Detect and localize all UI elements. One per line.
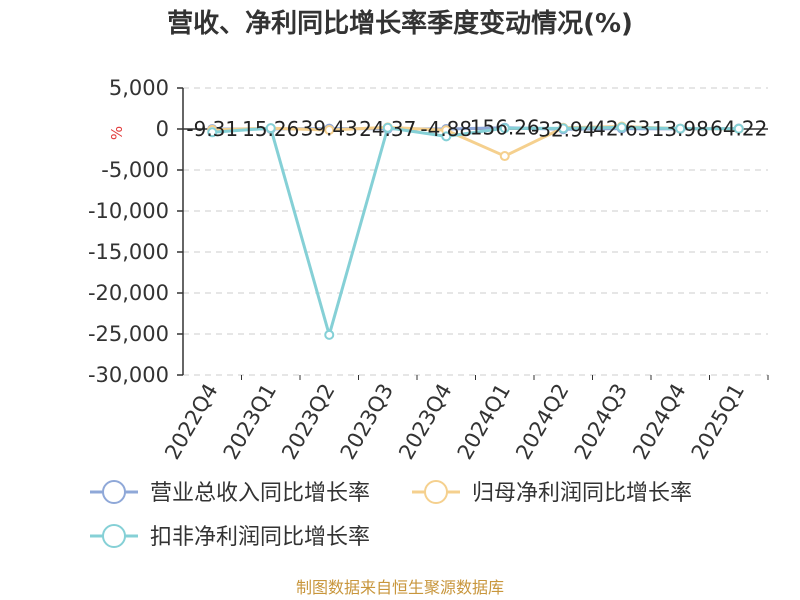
x-tick-label: 2024Q2 xyxy=(511,380,573,464)
data-label: 39.43 xyxy=(301,117,358,141)
legend-item[interactable]: 归母净利润同比增长率 xyxy=(412,480,692,506)
y-tick-label: -30,000 xyxy=(88,363,169,387)
y-tick-label: -10,000 xyxy=(88,199,169,223)
source-note: 制图数据来自恒生聚源数据库 xyxy=(296,578,504,597)
data-label: -9.31 xyxy=(186,117,238,141)
data-label: 24.37 xyxy=(359,117,416,141)
legend-item[interactable]: 营业总收入同比增长率 xyxy=(90,480,370,506)
x-tick-label: 2024Q1 xyxy=(453,380,515,464)
data-label: 64.22 xyxy=(710,116,767,140)
chart-title: 营收、净利同比增长率季度变动情况(%) xyxy=(167,8,633,39)
y-tick-label: -25,000 xyxy=(88,322,169,346)
x-tick-label: 2023Q2 xyxy=(277,380,339,464)
grid xyxy=(183,87,768,376)
data-label: 13.98 xyxy=(652,117,709,141)
x-tick-label: 2024Q4 xyxy=(628,380,690,464)
y-ticks: 5,000 0 -5,000 -10,000 -15,000 -20,000 -25,000… xyxy=(88,76,183,387)
series-point xyxy=(733,123,744,134)
x-tick-label: 2023Q4 xyxy=(394,380,456,464)
legend-marker xyxy=(102,480,126,504)
legend-marker xyxy=(102,524,126,548)
x-tick-label: 2022Q4 xyxy=(160,380,222,464)
data-label: 156.26 xyxy=(470,116,540,140)
series-point xyxy=(616,122,627,133)
data-labels: -9.31 15.26 39.43 24.37 -4.88156.26-32.9442.… xyxy=(186,116,767,142)
x-tick-label: 2023Q3 xyxy=(336,380,398,464)
series-point xyxy=(207,127,218,138)
series-point xyxy=(499,123,510,134)
legend-label: 扣非净利润同比增长率 xyxy=(150,525,370,550)
y-tick-label: 5,000 xyxy=(109,76,169,100)
series-point xyxy=(382,122,393,133)
y-tick-label: -15,000 xyxy=(88,240,169,264)
x-ticks: 2022Q42023Q12023Q22023Q32023Q42024Q12024… xyxy=(160,375,769,464)
data-label: 42.63 xyxy=(593,117,650,141)
series-point xyxy=(499,151,510,162)
y-tick-label: 0 xyxy=(156,117,169,141)
data-label: -4.88 xyxy=(420,117,472,141)
legend-marker xyxy=(424,480,448,504)
y-tick-label: -5,000 xyxy=(101,158,169,182)
x-tick-label: 2024Q3 xyxy=(570,380,632,464)
legend-label: 归母净利润同比增长率 xyxy=(472,481,692,506)
series-point xyxy=(558,123,569,134)
data-label: -32.94 xyxy=(531,117,595,141)
data-label: 15.26 xyxy=(242,117,299,141)
series-point xyxy=(324,329,335,340)
series-line xyxy=(212,125,739,337)
series-point xyxy=(265,123,276,134)
series-point xyxy=(441,131,452,142)
series-point xyxy=(675,123,686,134)
x-tick-label: 2023Q1 xyxy=(219,380,281,464)
series-group xyxy=(207,121,744,340)
legend-item[interactable]: 扣非净利润同比增长率 xyxy=(90,524,370,550)
y-tick-label: -20,000 xyxy=(88,281,169,305)
series-point xyxy=(324,124,335,135)
legend-label: 营业总收入同比增长率 xyxy=(150,481,370,506)
unit-label: % xyxy=(108,126,126,140)
x-tick-label: 2025Q1 xyxy=(687,380,749,464)
